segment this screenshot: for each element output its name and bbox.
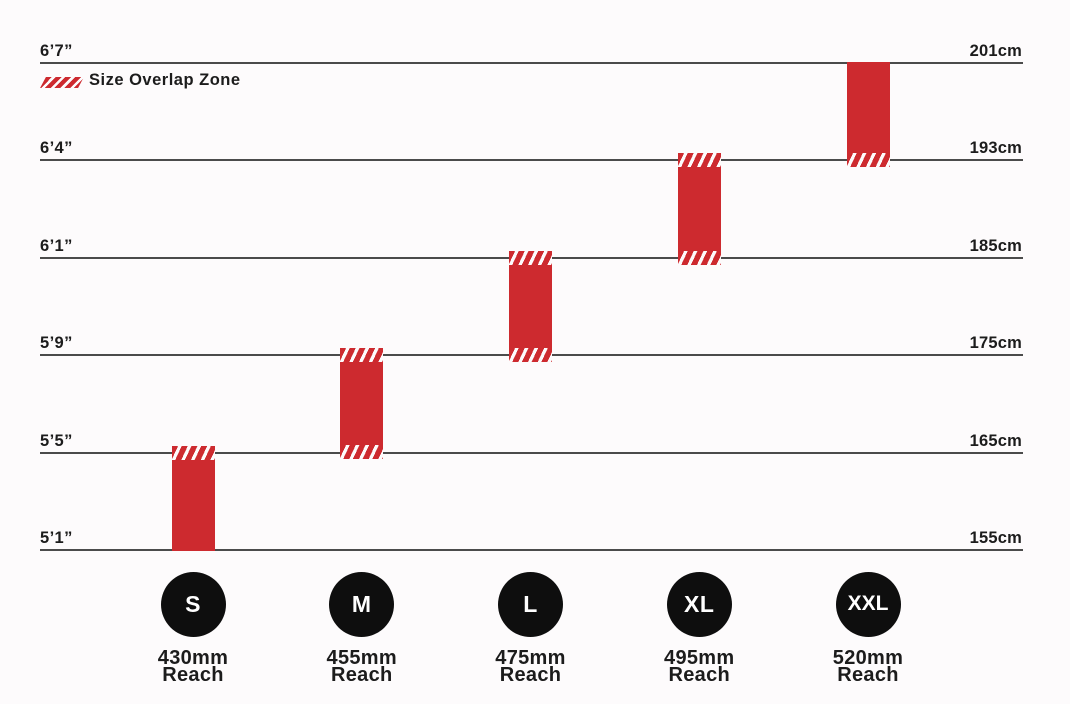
height-gridline — [40, 451, 1023, 454]
size-badge-s: S — [160, 571, 226, 637]
reach-word: Reach — [668, 663, 731, 686]
reach-value: 475mm — [495, 647, 566, 669]
height-gridline — [40, 61, 1023, 64]
imperial-height-label: 6’1” — [40, 236, 73, 255]
height-gridline — [40, 159, 1023, 162]
size-badge-l: L — [498, 571, 563, 637]
metric-height-label: 185cm — [969, 236, 1022, 255]
reach-word: Reach — [499, 663, 562, 686]
imperial-height-label: 5’1” — [40, 528, 73, 547]
size-badge-xl: XL — [666, 571, 732, 637]
imperial-height-label: 6’7” — [40, 41, 73, 60]
reach-label-m: 455mm Reach — [297, 647, 427, 686]
metric-height-label: 193cm — [969, 139, 1022, 158]
imperial-height-label: 6’4” — [40, 139, 73, 158]
overlap-zone-bottom-l — [509, 348, 552, 363]
reach-word: Reach — [162, 663, 224, 686]
size-bar-l — [509, 250, 552, 363]
imperial-height-label: 5’9” — [40, 334, 73, 353]
size-overlap-swatch-icon — [40, 77, 84, 88]
legend-label: Size Overlap Zone — [89, 71, 241, 89]
size-overlap-legend: Size Overlap Zone — [39, 71, 241, 90]
overlap-zone-bottom-m — [340, 445, 384, 460]
size-badge-xxl: XXL — [835, 571, 901, 637]
overlap-zone-top-xl — [677, 153, 721, 168]
reach-label-xxl: 520mm Reach — [803, 647, 933, 686]
reach-label-s: 430mm Reach — [128, 647, 258, 686]
metric-height-label: 175cm — [969, 334, 1022, 353]
reach-value: 455mm — [326, 647, 397, 669]
size-bar-xl — [677, 153, 721, 265]
metric-height-label: 165cm — [969, 431, 1022, 450]
reach-value: 520mm — [832, 647, 904, 669]
size-badge-m: M — [329, 571, 395, 637]
reach-word: Reach — [330, 663, 393, 686]
reach-label-xl: 495mm Reach — [634, 647, 764, 686]
reach-word: Reach — [837, 663, 899, 686]
imperial-height-label: 5’5” — [40, 431, 73, 450]
reach-value: 430mm — [157, 647, 229, 669]
reach-label-l: 475mm Reach — [466, 647, 596, 686]
height-gridline — [40, 548, 1023, 551]
size-bar-s — [171, 445, 215, 551]
overlap-zone-bottom-xxl — [846, 153, 890, 168]
metric-height-label: 201cm — [969, 41, 1022, 60]
size-bar-xxl — [846, 61, 890, 168]
overlap-zone-bottom-xl — [677, 250, 721, 265]
overlap-zone-top-m — [340, 348, 384, 363]
reach-value: 495mm — [664, 647, 735, 669]
size-bar-m — [340, 348, 384, 460]
overlap-zone-top-l — [509, 250, 552, 265]
overlap-zone-top-s — [171, 445, 215, 460]
metric-height-label: 155cm — [969, 528, 1022, 547]
